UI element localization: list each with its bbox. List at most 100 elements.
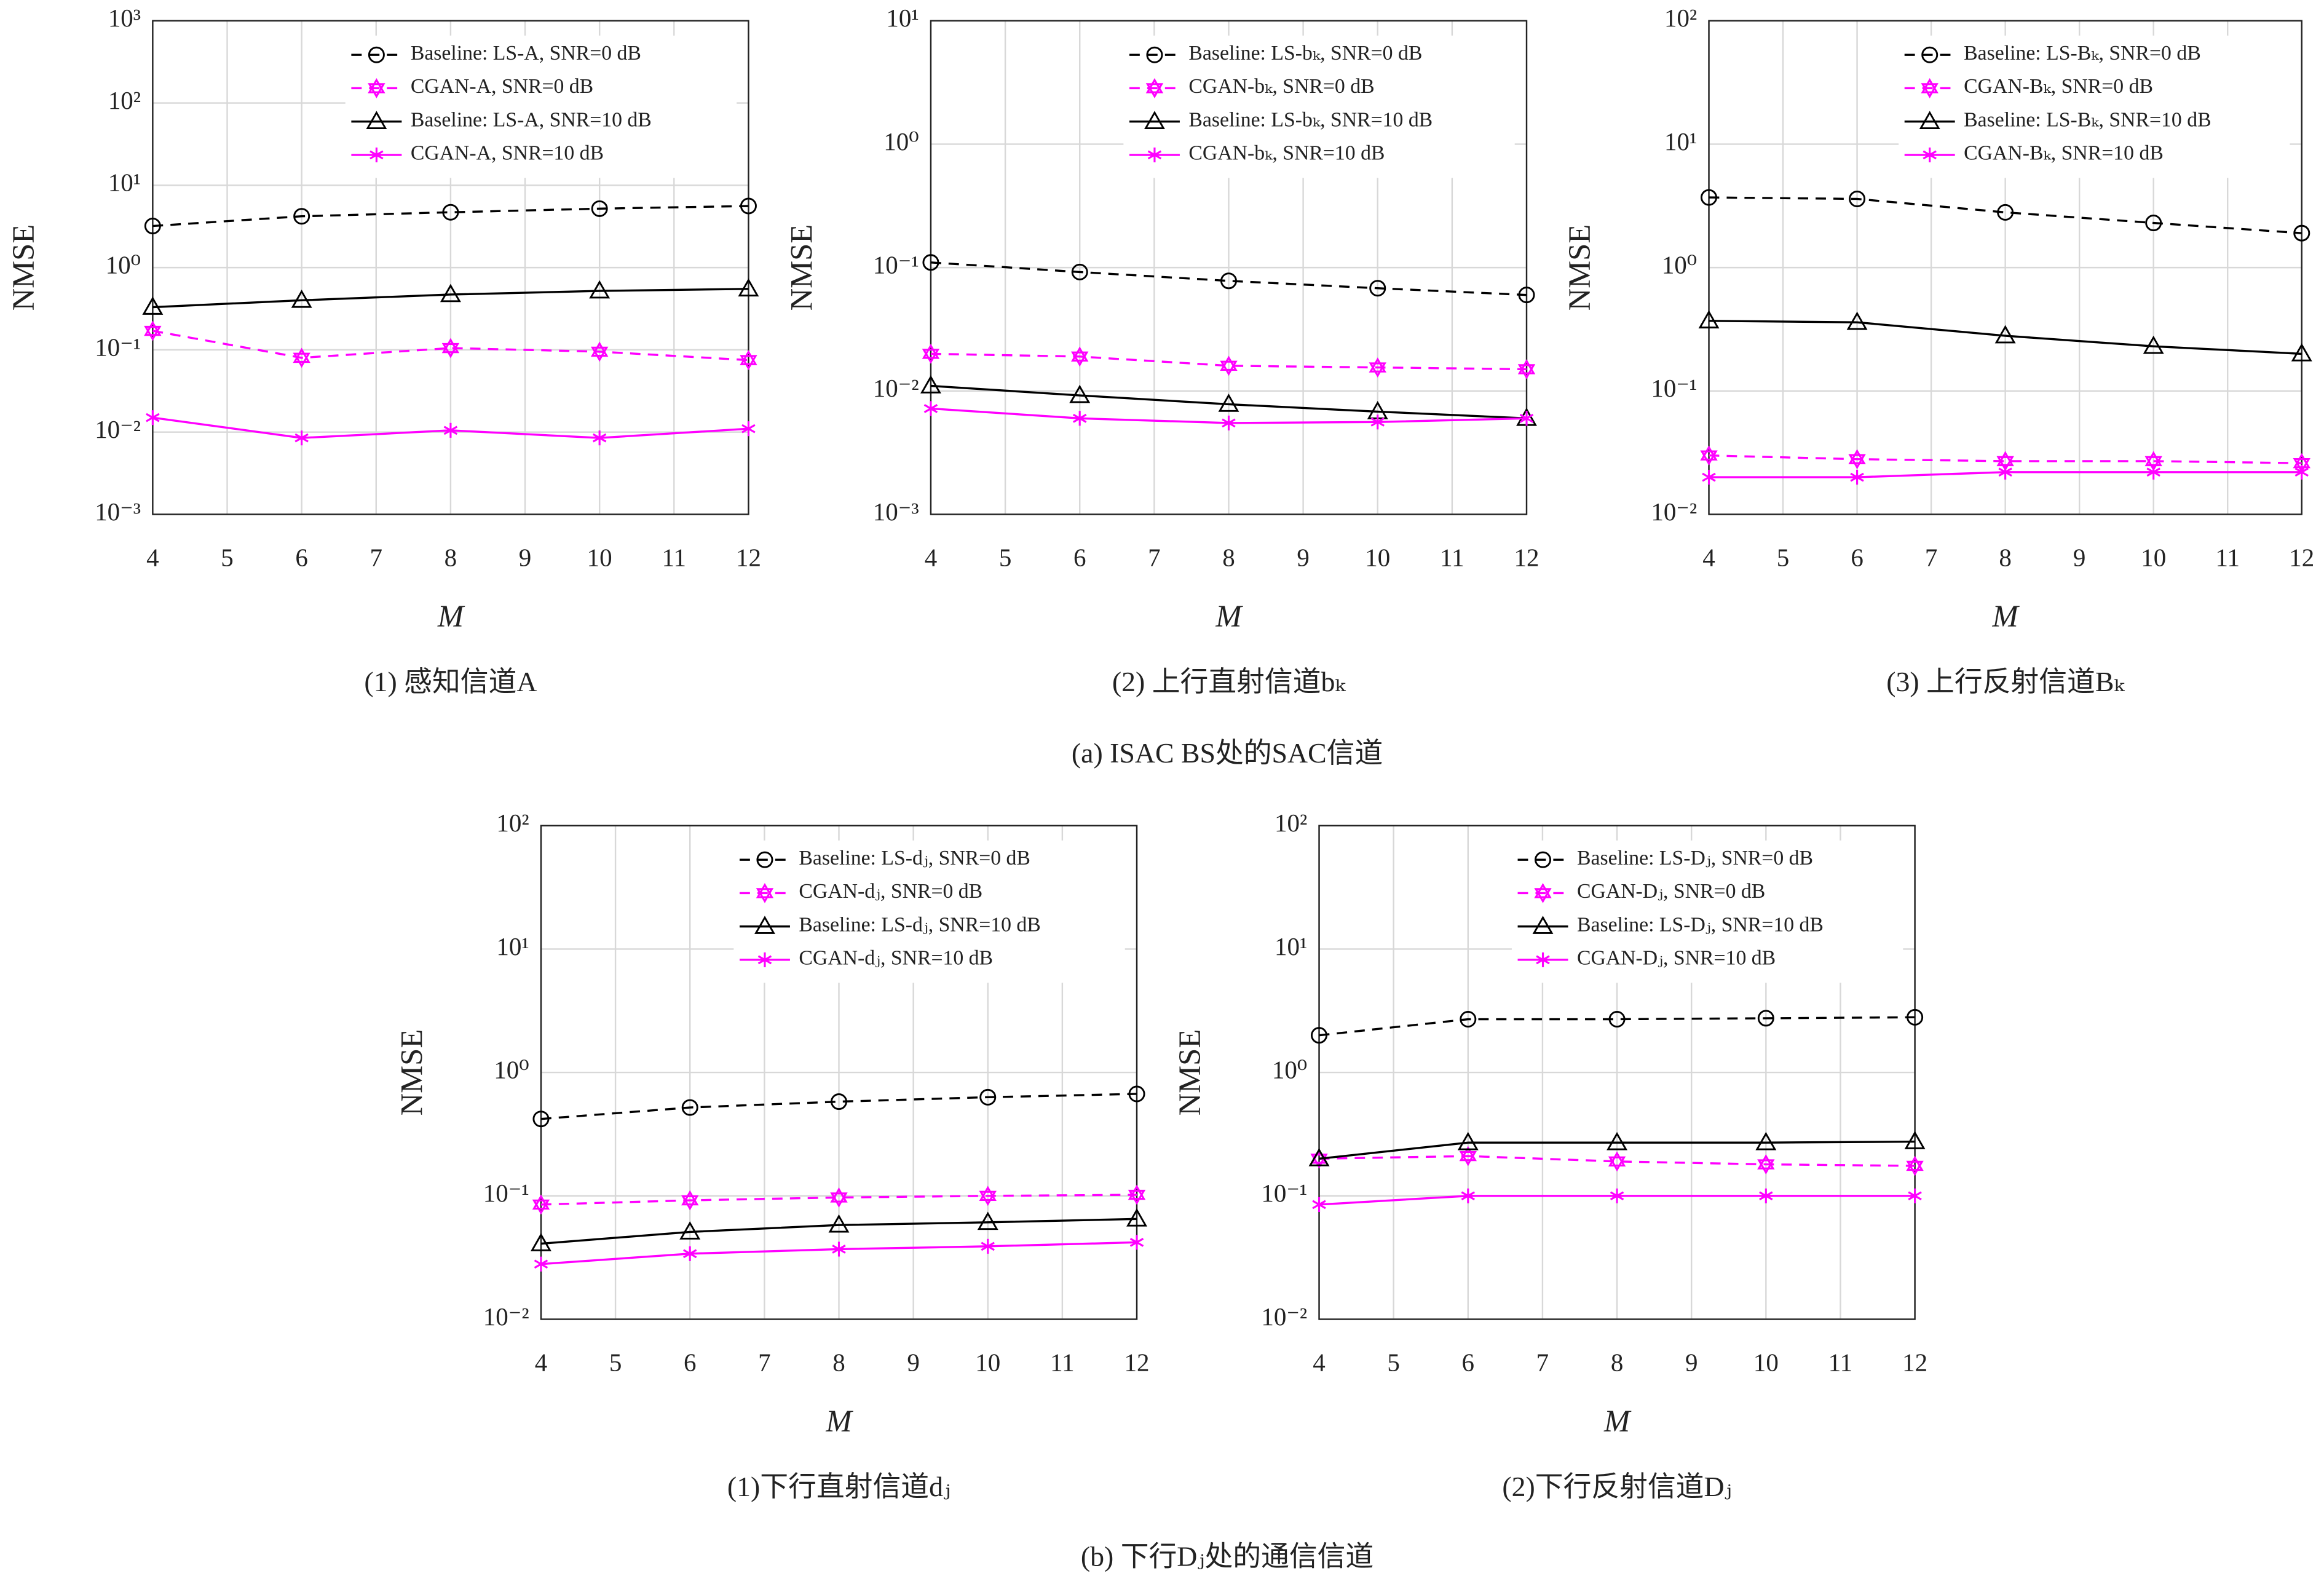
legend-marker (370, 147, 384, 162)
axes-box (1708, 20, 2302, 515)
x-tick-label: 4 (146, 544, 159, 572)
legend-label: Baseline: LS-Dⱼ, SNR=10 dB (1577, 913, 1824, 936)
marker (979, 1186, 997, 1206)
axes-box (540, 825, 1138, 1320)
series-line (1709, 454, 2302, 464)
x-tick-label: 8 (832, 1348, 845, 1377)
legend-marker (1919, 111, 1940, 129)
marker (922, 343, 940, 364)
marker (1126, 1208, 1147, 1227)
marker (1997, 204, 2014, 221)
legend-label: CGAN-Dⱼ, SNR=0 dB (1577, 880, 1765, 903)
marker (591, 200, 608, 217)
x-tick-label: 5 (1777, 544, 1789, 572)
x-tick-label: 11 (662, 544, 686, 572)
x-tick-label: 12 (2289, 544, 2314, 572)
marker (977, 1211, 998, 1230)
marker (738, 278, 759, 297)
subtitle: (1)下行直射信道dⱼ (727, 1471, 951, 1502)
marker (440, 283, 461, 303)
y-tick-label: 10¹ (886, 4, 919, 32)
y-tick-label: 10⁻¹ (1651, 374, 1697, 402)
legend-box (1899, 35, 2290, 178)
marker (291, 289, 312, 308)
marker (681, 1190, 699, 1211)
y-tick-label: 10¹ (496, 932, 529, 960)
marker (1759, 1188, 1773, 1203)
x-tick-label: 10 (1365, 544, 1390, 572)
y-tick-label: 10⁰ (106, 251, 141, 279)
marker (1370, 414, 1385, 430)
x-axis-label: M (1603, 1404, 1632, 1438)
marker (681, 1099, 698, 1116)
x-tick-label: 11 (1828, 1348, 1852, 1377)
x-tick-label: 8 (445, 544, 457, 572)
marker (1701, 189, 1718, 206)
marker (2293, 224, 2310, 242)
marker (2143, 335, 2164, 354)
legend-marker (754, 916, 775, 934)
legend-marker (366, 111, 387, 129)
series-line (540, 1218, 1137, 1245)
marker (740, 350, 757, 371)
y-tick-label: 10⁻¹ (1261, 1179, 1307, 1207)
series-line (1709, 196, 2302, 234)
x-tick-label: 5 (609, 1348, 622, 1377)
legend-label: CGAN-dⱼ, SNR=0 dB (799, 880, 982, 903)
x-tick-label: 10 (2141, 544, 2166, 572)
marker (1907, 1008, 1924, 1026)
series-line (1319, 1140, 1915, 1160)
legend-marker (1145, 78, 1164, 98)
y-tick-label: 10⁻¹ (95, 333, 141, 361)
marker (2291, 343, 2312, 362)
legend-marker (756, 851, 773, 868)
x-tick-label: 11 (1440, 544, 1464, 572)
marker (1700, 445, 1718, 466)
marker (1129, 1235, 1144, 1250)
marker (832, 1242, 846, 1257)
legend-marker (1532, 916, 1554, 934)
y-tick-label: 10⁻³ (95, 497, 141, 526)
x-tick-label: 11 (2216, 544, 2240, 572)
legend-label: Baseline: LS-dⱼ, SNR=0 dB (799, 847, 1030, 869)
x-tick-label: 12 (1514, 544, 1539, 572)
marker (530, 1233, 551, 1251)
x-tick-label: 7 (1536, 1348, 1549, 1377)
legend-marker (1144, 111, 1165, 129)
marker (1517, 359, 1536, 379)
x-tick-label: 8 (1222, 544, 1235, 572)
x-tick-label: 5 (1387, 1348, 1399, 1377)
legend-label: Baseline: LS-Bₖ, SNR=0 dB (1964, 42, 2201, 65)
marker (1308, 1147, 1330, 1166)
y-tick-label: 10⁻¹ (483, 1179, 529, 1207)
x-tick-label: 12 (736, 544, 761, 572)
legend-box (345, 35, 737, 178)
x-tick-label: 6 (684, 1348, 696, 1377)
marker (1071, 263, 1088, 280)
y-tick-label: 10² (1275, 809, 1307, 837)
marker (592, 430, 607, 446)
marker (441, 338, 460, 358)
legend-label: Baseline: LS-bₖ, SNR=10 dB (1188, 108, 1433, 131)
y-tick-label: 10⁻² (873, 374, 919, 402)
marker (532, 1194, 550, 1215)
x-tick-label: 10 (1753, 1348, 1779, 1377)
marker (443, 422, 458, 438)
x-tick-label: 5 (999, 544, 1011, 572)
legend-label: CGAN-Bₖ, SNR=0 dB (1964, 75, 2153, 98)
marker (1369, 357, 1386, 378)
marker (1904, 1131, 1926, 1149)
marker (1220, 272, 1237, 290)
subtitle: (3) 上行反射信道Bₖ (1886, 666, 2125, 697)
marker (1457, 1131, 1479, 1150)
y-axis-label: NMSE (1562, 224, 1597, 311)
y-tick-label: 10¹ (1664, 127, 1697, 156)
y-tick-label: 10² (496, 809, 529, 837)
y-tick-label: 10⁰ (1272, 1055, 1307, 1083)
y-tick-label: 10⁻² (95, 415, 141, 443)
x-axis-label: M (437, 599, 465, 633)
x-axis-label: M (1215, 599, 1243, 633)
x-tick-label: 8 (1999, 544, 2011, 572)
y-tick-label: 10⁰ (883, 127, 919, 156)
